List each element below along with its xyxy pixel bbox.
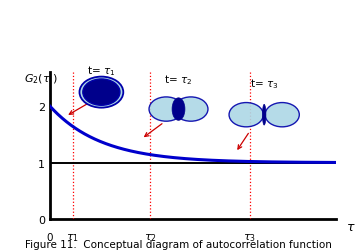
Text: t= $\tau_1$: t= $\tau_1$ [87,64,116,78]
Text: $\tau_2$: $\tau_2$ [144,232,156,243]
Text: t= $\tau_3$: t= $\tau_3$ [250,77,278,91]
Text: t= $\tau_2$: t= $\tau_2$ [165,73,192,87]
Text: $\tau_1$: $\tau_1$ [66,232,79,243]
Text: 0: 0 [47,232,53,242]
Text: $\tau$: $\tau$ [346,220,355,233]
Text: $\tau_3$: $\tau_3$ [243,232,256,243]
Text: Figure 11.  Conceptual diagram of autocorrelation function: Figure 11. Conceptual diagram of autocor… [25,239,332,249]
Text: $G_2(\tau\ )$: $G_2(\tau\ )$ [24,72,58,85]
